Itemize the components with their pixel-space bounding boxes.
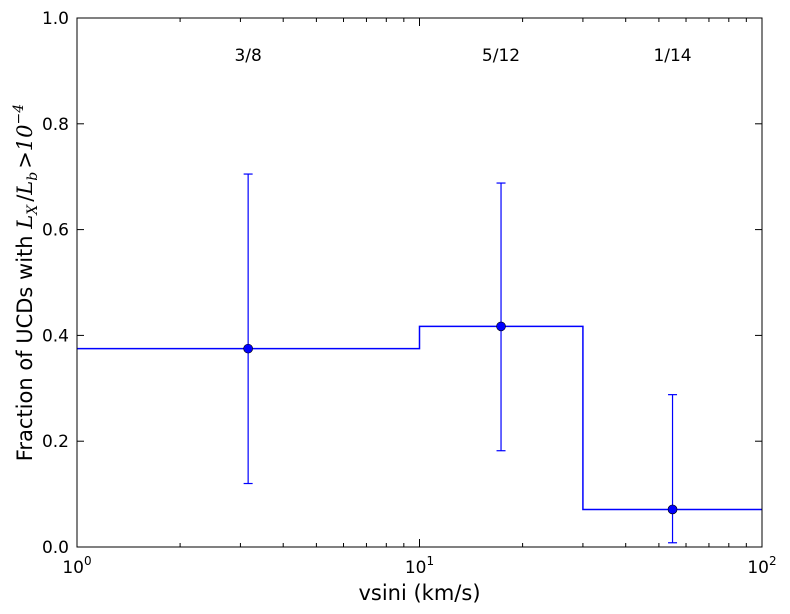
y-axis-label-exp: −4 xyxy=(11,104,27,125)
data-point-3 xyxy=(667,504,678,515)
y-axis-label-sub-x: X xyxy=(25,204,41,216)
x-tick-label-0: 100 xyxy=(62,554,91,578)
annotation-1: 3/8 xyxy=(234,46,261,66)
data-point-1 xyxy=(243,343,253,354)
y-axis-label-prefix: Fraction of UCDs with xyxy=(13,229,37,461)
y-axis-label-base: 10 xyxy=(13,124,37,151)
y-tick-label-5: 1.0 xyxy=(42,9,69,29)
y-tick-label-0: 0.0 xyxy=(42,538,69,558)
annotation-2: 5/12 xyxy=(482,46,520,66)
y-axis-label-gt: > xyxy=(13,151,37,169)
annotation-3: 1/14 xyxy=(653,46,691,66)
y-axis-label-l1: L xyxy=(13,215,37,230)
x-tick-label-1: 101 xyxy=(405,554,434,578)
x-tick-label-2: 102 xyxy=(747,554,776,578)
y-axis-label-slash: / xyxy=(13,194,37,202)
ticks: 0.0 0.2 0.4 0.6 0.8 1.0 100 101 102 xyxy=(42,9,777,578)
y-tick-label-4: 0.8 xyxy=(42,115,69,135)
y-tick-label-1: 0.2 xyxy=(42,432,69,452)
y-tick-label-3: 0.6 xyxy=(42,221,69,241)
plot-area: 3/8 5/12 1/14 xyxy=(77,46,762,544)
y-tick-label-2: 0.4 xyxy=(42,326,69,346)
y-axis-label-sub-b: b xyxy=(25,172,41,181)
y-axis-label: Fraction of UCDs with LX/Lb>10−4 xyxy=(11,104,41,461)
data-point-2 xyxy=(496,321,506,332)
x-axis-label: vsini (km/s) xyxy=(358,581,480,605)
y-axis-label-l2: L xyxy=(13,181,37,196)
